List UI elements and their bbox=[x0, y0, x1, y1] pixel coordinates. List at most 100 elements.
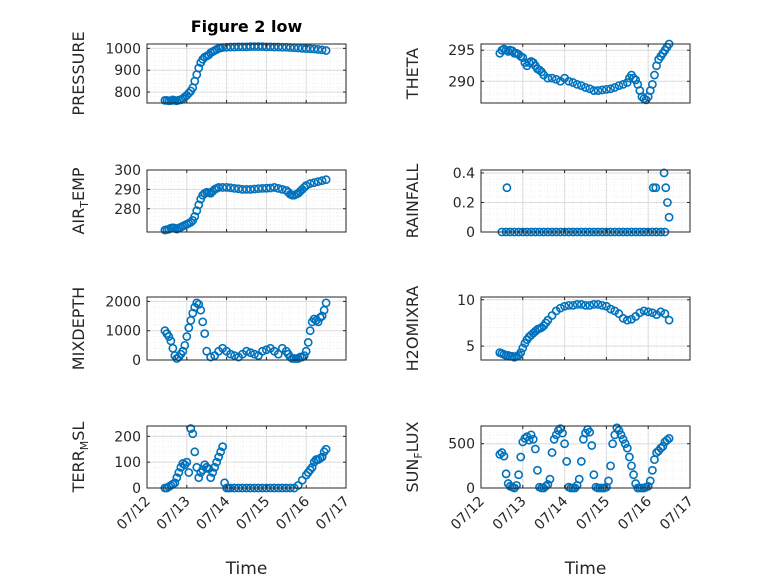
data-point bbox=[574, 474, 584, 484]
data-point bbox=[499, 451, 509, 461]
data-point bbox=[303, 338, 313, 347]
x-tick-label: 07/15 bbox=[573, 494, 613, 534]
y-tick-label: 280 bbox=[114, 202, 141, 218]
data-point bbox=[269, 183, 279, 192]
x-tick-label: 07/13 bbox=[154, 494, 194, 534]
data-point bbox=[562, 457, 572, 466]
data-point bbox=[182, 457, 192, 467]
series-markers bbox=[160, 298, 331, 363]
series-markers bbox=[495, 39, 674, 105]
data-point bbox=[610, 83, 620, 92]
data-point bbox=[250, 349, 259, 359]
x-axis-label: Time bbox=[225, 559, 268, 579]
data-point bbox=[629, 470, 638, 480]
y-tick-label: 500 bbox=[448, 437, 475, 453]
data-point bbox=[645, 476, 655, 486]
axes-box bbox=[146, 43, 347, 104]
data-point bbox=[622, 443, 632, 453]
data-point bbox=[514, 470, 524, 480]
y-tick-label: 5 bbox=[466, 339, 475, 355]
data-point bbox=[618, 313, 628, 323]
data-point bbox=[530, 444, 540, 454]
data-point bbox=[180, 340, 190, 350]
data-point bbox=[309, 44, 319, 54]
data-point bbox=[299, 183, 309, 192]
data-point bbox=[198, 317, 208, 327]
data-point bbox=[321, 444, 331, 454]
data-point bbox=[226, 349, 235, 359]
data-point bbox=[556, 424, 565, 434]
data-point bbox=[589, 300, 599, 309]
data-point bbox=[660, 309, 670, 319]
data-point bbox=[210, 462, 220, 472]
data-point bbox=[309, 178, 319, 187]
x-tick-label: 07/16 bbox=[615, 493, 655, 533]
data-point bbox=[643, 307, 653, 317]
y-axis-label: TERRMSL bbox=[69, 422, 91, 494]
data-point bbox=[194, 63, 204, 73]
data-point bbox=[581, 300, 590, 310]
data-point bbox=[261, 183, 271, 193]
x-tick-label: 07/12 bbox=[114, 494, 154, 534]
data-point bbox=[622, 78, 632, 87]
data-point bbox=[643, 481, 653, 491]
data-point bbox=[502, 183, 512, 193]
y-tick-label: 290 bbox=[114, 182, 141, 198]
subplot-rainfall: 0 0.2 0.4 RAINFALL bbox=[403, 164, 691, 241]
x-tick-label: 07/17 bbox=[313, 494, 353, 534]
data-point bbox=[587, 441, 597, 450]
y-axis-label: AIRTEMP bbox=[69, 167, 91, 234]
data-point bbox=[664, 212, 674, 222]
data-point bbox=[560, 301, 569, 311]
x-tick-label: 07/12 bbox=[448, 494, 488, 534]
data-point bbox=[315, 313, 325, 322]
data-point bbox=[647, 465, 657, 475]
data-point bbox=[186, 217, 196, 227]
data-point bbox=[656, 307, 666, 317]
data-point bbox=[606, 84, 615, 94]
data-point bbox=[321, 175, 331, 185]
data-point bbox=[564, 76, 574, 86]
data-point bbox=[597, 300, 607, 310]
data-point bbox=[222, 183, 231, 192]
series-markers bbox=[160, 42, 331, 106]
data-point bbox=[639, 306, 649, 316]
y-axis-label: THETA bbox=[403, 48, 422, 100]
plot-area bbox=[147, 297, 346, 360]
data-point bbox=[524, 435, 534, 445]
y-tick-label: 900 bbox=[114, 63, 141, 79]
data-point bbox=[572, 79, 582, 89]
data-point bbox=[664, 433, 674, 443]
data-point bbox=[520, 433, 530, 443]
data-point bbox=[226, 183, 235, 193]
data-point bbox=[321, 46, 331, 55]
data-point bbox=[635, 308, 645, 318]
y-axis-label: RAINFALL bbox=[403, 164, 422, 239]
data-point bbox=[604, 476, 613, 486]
data-point bbox=[662, 435, 672, 445]
data-point bbox=[556, 303, 565, 313]
data-point bbox=[585, 427, 595, 437]
data-point bbox=[216, 447, 226, 457]
data-point bbox=[585, 300, 595, 310]
chart-title: Figure 2 low bbox=[191, 17, 303, 36]
data-point bbox=[301, 346, 311, 356]
x-tick-label: 07/16 bbox=[273, 493, 313, 533]
data-point bbox=[606, 304, 615, 314]
data-point bbox=[618, 434, 628, 444]
data-point bbox=[501, 469, 511, 479]
data-point bbox=[172, 473, 182, 483]
data-point bbox=[627, 461, 636, 471]
data-point bbox=[585, 84, 595, 94]
data-point bbox=[182, 332, 192, 341]
data-point bbox=[194, 473, 204, 483]
y-tick-label: 0.4 bbox=[453, 166, 475, 182]
data-point bbox=[608, 439, 618, 449]
data-point bbox=[547, 73, 557, 83]
data-point bbox=[305, 44, 315, 54]
data-point bbox=[321, 298, 331, 308]
y-tick-label: 10 bbox=[457, 293, 475, 309]
data-point bbox=[192, 298, 202, 308]
data-point bbox=[622, 315, 632, 325]
